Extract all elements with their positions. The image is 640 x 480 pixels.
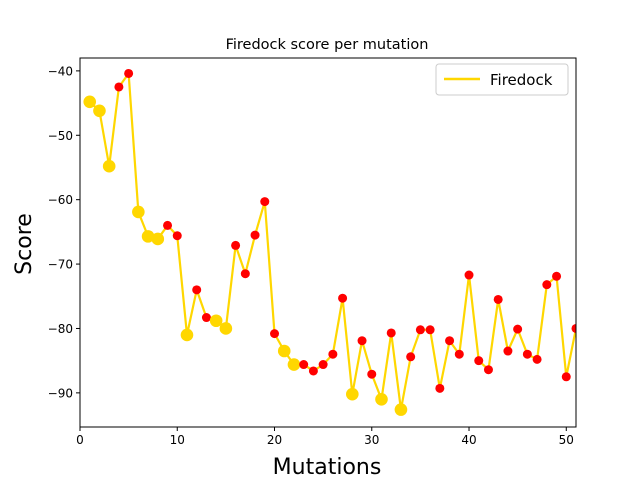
data-point	[571, 323, 576, 333]
data-point	[277, 344, 291, 358]
data-point	[151, 232, 165, 246]
data-point	[561, 372, 571, 382]
legend: Firedock	[435, 63, 569, 96]
data-point	[454, 349, 464, 359]
data-point	[102, 159, 116, 173]
data-point	[270, 329, 280, 339]
data-point	[394, 403, 408, 416]
data-point	[83, 95, 97, 109]
data-point	[114, 82, 124, 92]
chart-title: Firedock score per mutation	[226, 37, 429, 53]
data-point	[240, 269, 250, 279]
legend-box	[435, 63, 569, 96]
data-point	[357, 336, 367, 346]
data-point	[445, 336, 455, 346]
data-point	[474, 356, 484, 366]
x-tick-label: 10	[170, 433, 185, 447]
data-point	[464, 270, 474, 280]
data-point	[503, 346, 513, 356]
data-point	[180, 328, 194, 342]
y-tick-label: −90	[48, 386, 73, 400]
data-point	[513, 324, 523, 334]
y-tick-label: −70	[48, 258, 73, 272]
data-point	[124, 68, 134, 78]
series-markers	[83, 68, 576, 416]
y-tick-label: −50	[48, 129, 73, 143]
data-point	[522, 349, 532, 359]
axes: 0 10 20 30 40 50 −90 −80 −70 −60 −50 −40	[48, 57, 577, 447]
data-point	[93, 104, 106, 118]
data-point	[435, 383, 445, 393]
data-point	[367, 369, 377, 379]
data-point	[201, 313, 211, 323]
data-point	[141, 230, 155, 243]
data-point	[552, 271, 562, 281]
data-point	[542, 280, 552, 290]
data-point	[375, 393, 388, 406]
y-tick-label: −80	[48, 322, 73, 336]
data-point	[338, 293, 348, 303]
data-point	[172, 231, 182, 241]
data-point	[219, 322, 233, 335]
legend-label-firedock: Firedock	[490, 71, 553, 89]
data-point	[260, 197, 270, 207]
y-axis-label: Score	[12, 213, 37, 275]
data-point	[132, 205, 145, 219]
data-point	[483, 365, 493, 375]
data-point	[386, 328, 396, 338]
data-point	[287, 358, 301, 371]
data-point	[308, 366, 318, 376]
x-tick-label: 30	[364, 433, 379, 447]
data-point	[231, 240, 241, 250]
data-point	[425, 325, 435, 335]
data-point	[250, 230, 260, 240]
data-point	[318, 360, 328, 370]
data-point	[299, 360, 309, 370]
data-point	[209, 314, 223, 328]
data-point	[532, 354, 542, 364]
x-tick-label: 50	[559, 433, 574, 447]
data-point	[328, 349, 338, 359]
x-tick-label: 40	[461, 433, 476, 447]
x-axis-label: Mutations	[273, 455, 382, 480]
data-point	[346, 387, 359, 401]
data-point	[415, 325, 425, 335]
data-point	[163, 220, 173, 230]
axes-frame	[79, 57, 577, 428]
data-point	[493, 294, 503, 304]
x-tick-label: 20	[267, 433, 282, 447]
data-point	[406, 352, 416, 362]
data-point	[192, 285, 202, 295]
y-tick-label: −40	[48, 64, 73, 78]
y-tick-label: −60	[48, 193, 73, 207]
x-tick-label: 0	[76, 433, 84, 447]
